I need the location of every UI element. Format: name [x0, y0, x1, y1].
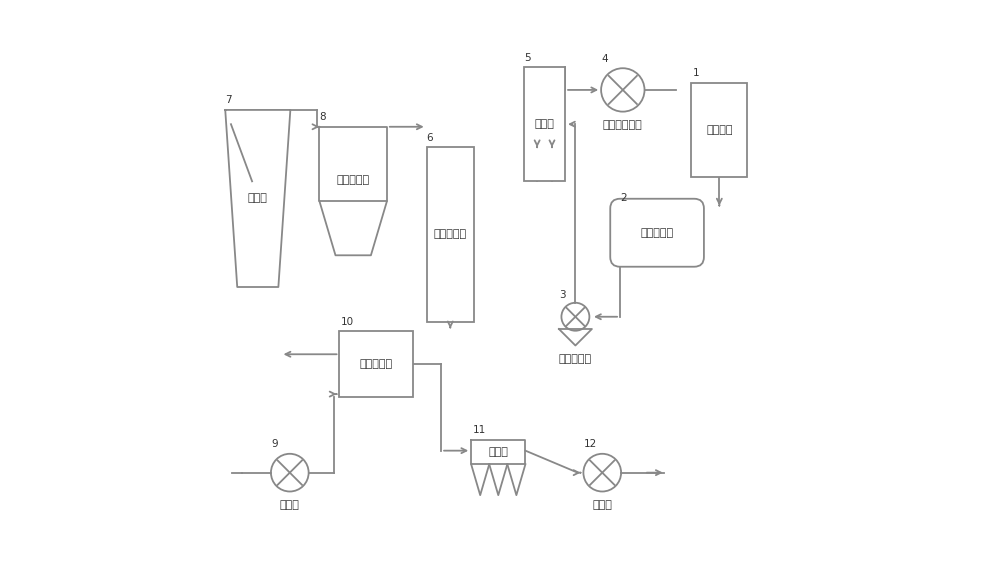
- Text: 5: 5: [524, 52, 531, 63]
- Text: 引风机: 引风机: [592, 500, 612, 510]
- Bar: [427, 148, 474, 321]
- FancyBboxPatch shape: [610, 199, 704, 267]
- Text: 12: 12: [583, 439, 597, 449]
- Text: 稀释空气风机: 稀释空气风机: [603, 121, 643, 130]
- Text: 3: 3: [559, 290, 566, 300]
- Text: 空气预热器: 空气预热器: [359, 359, 393, 369]
- Text: 液氨储罐: 液氨储罐: [706, 125, 733, 135]
- Bar: [691, 83, 747, 177]
- Text: 9: 9: [271, 439, 278, 449]
- Text: 除尘器: 除尘器: [488, 447, 508, 457]
- Text: 1: 1: [693, 68, 700, 78]
- Text: 7: 7: [225, 95, 232, 106]
- Text: 4: 4: [601, 53, 608, 64]
- Text: 液氨蒸发槽: 液氨蒸发槽: [641, 228, 674, 238]
- Bar: [524, 67, 565, 181]
- Text: 混合器: 混合器: [535, 119, 554, 129]
- Text: 氨气增压泵: 氨气增压泵: [559, 354, 592, 364]
- Bar: [339, 331, 413, 397]
- Text: 2: 2: [620, 193, 627, 203]
- Text: 熔盐炉: 熔盐炉: [248, 193, 268, 203]
- Text: 高温省煤器: 高温省煤器: [337, 174, 370, 185]
- Text: 11: 11: [473, 425, 486, 435]
- Text: 10: 10: [341, 317, 354, 327]
- Text: 送风机: 送风机: [280, 500, 300, 510]
- Text: 脱硝反应器: 脱硝反应器: [434, 230, 467, 239]
- Text: 6: 6: [427, 133, 433, 143]
- Text: 8: 8: [319, 112, 326, 122]
